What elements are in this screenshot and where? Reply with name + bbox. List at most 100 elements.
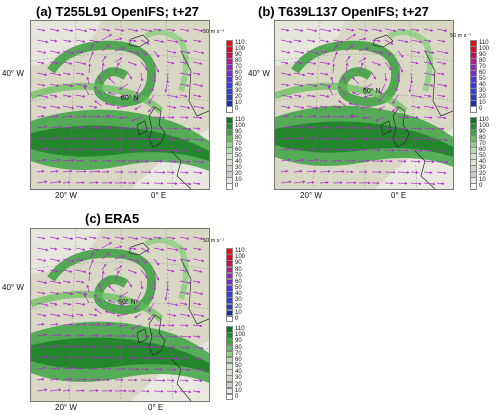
wind-arrow [140, 280, 144, 290]
wind-arrow [94, 308, 103, 315]
fill-colorbar-tick-label: 20 [235, 171, 242, 177]
wind-arrow [133, 302, 142, 310]
wind-arrow [345, 55, 351, 63]
wind-arrow [36, 158, 47, 162]
fill-colorbar-tick-label: 90 [235, 338, 242, 345]
wind-arrow [98, 283, 103, 293]
wind-arrow [75, 181, 85, 184]
wind-arrow [371, 50, 384, 55]
wind-colorbar-tick-label: 100 [479, 46, 490, 52]
wind-arrow [306, 83, 318, 87]
wind-arrow [179, 236, 190, 240]
wind-arrow [166, 247, 179, 252]
fill-colorbar-tick-label: 80 [235, 135, 242, 141]
wind-arrow [410, 50, 421, 54]
wind-arrow [179, 149, 188, 152]
wind-arrow [179, 258, 191, 262]
wind-arrow [148, 302, 155, 313]
wind-arrow [397, 50, 404, 58]
center-latitude-label: 60° N [121, 95, 139, 102]
wind-arrow [36, 258, 47, 262]
wind-colorbar-tick-label: 30 [479, 88, 486, 94]
wind-arrow [410, 171, 419, 174]
wind-arrow [332, 148, 344, 152]
wind-arrow [49, 180, 62, 184]
wind-arrow [342, 75, 347, 85]
wind-arrow [192, 379, 203, 383]
longitude-gridline [313, 21, 321, 189]
wind-arrow [436, 94, 446, 98]
wind-arrow [131, 324, 142, 330]
wind-colorbar-tick-label: 110 [235, 40, 245, 46]
wind-arrow [127, 280, 132, 288]
wind-arrow [293, 136, 304, 140]
wind-arrow [62, 28, 74, 32]
wind-arrow [153, 334, 164, 338]
wind-arrow [49, 291, 60, 295]
wind-colorbar-tick-label: 60 [479, 70, 486, 76]
fill-colorbar-tick-label: 80 [235, 344, 242, 351]
wind-arrow [101, 44, 110, 52]
wind-arrow [293, 39, 302, 43]
wind-arrow [101, 28, 111, 32]
fill-colorbar-tick-label: 60 [235, 147, 242, 153]
wind-arrow [36, 125, 48, 129]
wind-arrow [319, 181, 329, 184]
wind-arrow [319, 72, 329, 76]
wind-arrow [293, 50, 305, 54]
wind-arrow [153, 61, 159, 73]
wind-arrow [49, 28, 60, 32]
wind-arrow [62, 322, 73, 326]
wind-arrow [153, 258, 160, 266]
wind-arrow [436, 127, 445, 131]
fill-colorbar-swatch [226, 183, 233, 190]
longitude-gridline [409, 21, 417, 189]
center-latitude-label: 60° N [118, 299, 136, 306]
wind-arrow [179, 72, 192, 77]
wind-arrow [107, 91, 116, 96]
wind-arrow [62, 136, 74, 140]
coastline-britain [392, 106, 410, 148]
wind-arrow [306, 114, 317, 118]
wind-arrow [306, 50, 319, 55]
fill-colorbar-tick-label: 0 [235, 393, 239, 400]
wind-arrow [319, 61, 331, 65]
wind-arrow [49, 388, 62, 392]
wind-arrow [88, 378, 101, 381]
wind-arrow [166, 94, 179, 99]
wind-arrow [101, 270, 105, 282]
wind-arrow [49, 269, 59, 273]
wind-arrow [75, 378, 87, 381]
wind-arrow [62, 61, 73, 65]
latitude-gridline [31, 133, 209, 142]
wind-arrow [49, 247, 58, 251]
wind-arrow [319, 148, 330, 151]
wind-arrow [358, 57, 367, 63]
wind-arrow [75, 170, 87, 173]
fill-colorbar-tick-label: 100 [479, 123, 490, 129]
wind-arrow [164, 291, 168, 301]
wind-arrow [153, 247, 165, 251]
wind-colorbar-tick-label: 110 [479, 40, 489, 46]
panel-c: (c) ERA5 40° W 20° W 0° E 60° N 50 m s⁻¹… [0, 208, 250, 415]
wind-arrow [179, 247, 188, 251]
wind-arrow [88, 105, 98, 109]
wind-arrow [49, 125, 62, 129]
wind-arrow [62, 334, 71, 337]
wind-arrow [75, 94, 86, 98]
wind-arrow [140, 50, 148, 56]
wind-arrow [62, 344, 74, 348]
wind-arrow [332, 51, 338, 63]
wind-arrow [280, 125, 292, 129]
wind-arrow [136, 83, 142, 95]
latitude-gridline [275, 133, 453, 142]
wind-arrow [397, 72, 401, 83]
wind-arrow [179, 302, 188, 306]
wind-arrow [153, 72, 157, 83]
wind-arrow [423, 160, 435, 164]
wind-arrow [49, 158, 61, 162]
wind-arrow [384, 39, 394, 45]
wind-arrow [293, 148, 302, 151]
wind-arrow [423, 138, 434, 142]
wind-arrow [36, 105, 47, 109]
